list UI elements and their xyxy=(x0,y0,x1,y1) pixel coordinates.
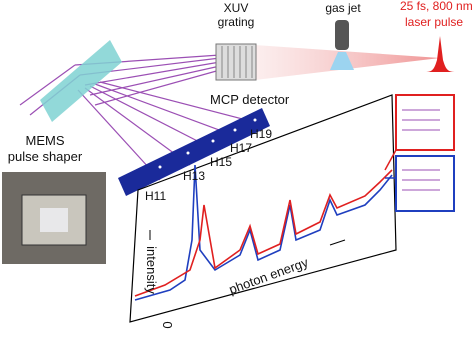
gas-jet-plume xyxy=(330,52,354,70)
inset-red xyxy=(395,94,455,151)
origin-label: 0 xyxy=(160,321,175,328)
grating-label: XUV xyxy=(224,1,249,15)
grating-lines xyxy=(221,46,253,78)
gas-jet-nozzle xyxy=(335,20,349,50)
laser-label: 25 fs, 800 nm xyxy=(400,0,473,13)
detector-label: MCP detector xyxy=(210,92,290,107)
laser-label: laser pulse xyxy=(405,15,463,29)
gas-jet-label: gas jet xyxy=(325,1,361,15)
chip-mirror xyxy=(40,208,68,232)
grating-label: grating xyxy=(218,15,255,29)
shaper-label: MEMS xyxy=(26,133,65,148)
mems-mirror xyxy=(40,40,122,122)
laser-pulse xyxy=(425,36,456,72)
inset-lines xyxy=(402,109,440,191)
mcp-detector xyxy=(118,108,270,196)
spectrum-blue xyxy=(134,164,393,301)
harmonic-label: H13 xyxy=(183,169,205,183)
harmonic-label: H19 xyxy=(250,127,272,141)
harmonic-label: H15 xyxy=(210,155,232,169)
y-axis-label: intensity xyxy=(144,246,159,294)
harmonic-spots xyxy=(158,118,257,169)
connector-red xyxy=(384,149,397,171)
shaper-label: pulse shaper xyxy=(8,149,83,164)
harmonic-label: H17 xyxy=(230,141,252,155)
inset-blue xyxy=(395,155,455,212)
x-arrow xyxy=(329,239,346,246)
spectrum-red xyxy=(134,169,393,297)
plot-frame xyxy=(129,94,397,323)
harmonic-label: H11 xyxy=(145,189,166,203)
grating-box xyxy=(215,43,257,81)
